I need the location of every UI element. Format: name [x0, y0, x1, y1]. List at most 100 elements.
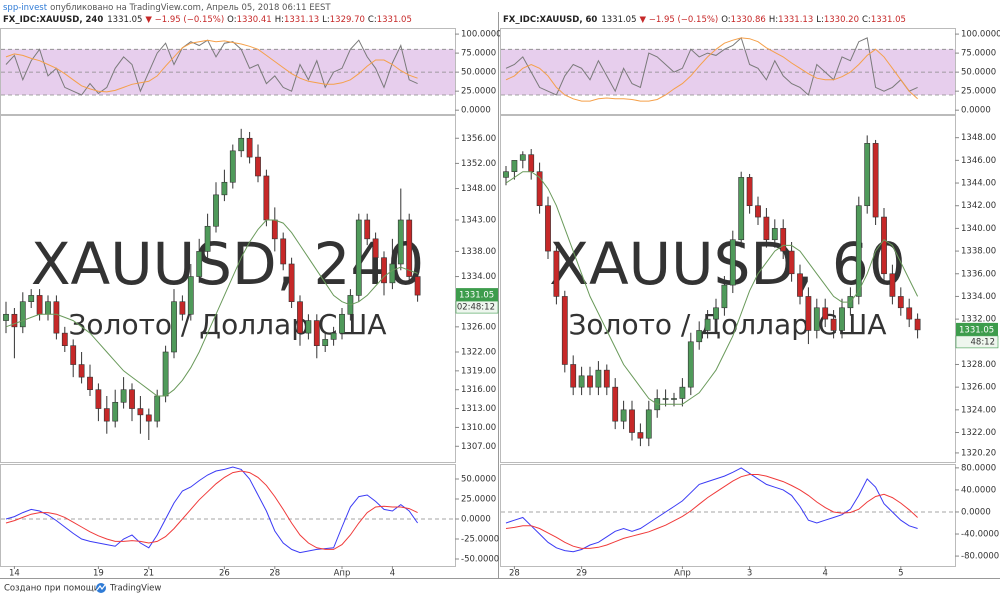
- y-tick-label: 1338.00: [961, 247, 996, 257]
- candle-body: [671, 398, 677, 400]
- candle-body: [889, 273, 896, 297]
- candle-body: [503, 171, 509, 178]
- candle-body: [95, 389, 102, 409]
- candle-body: [612, 386, 619, 422]
- quote-value: 1331.13: [284, 15, 319, 25]
- candle-body: [19, 301, 26, 328]
- quote-label: C:: [862, 15, 871, 25]
- candle-body: [322, 339, 329, 347]
- quote-value: 1330.20: [824, 15, 859, 25]
- candle-body: [729, 239, 736, 286]
- candle-body: [112, 401, 119, 422]
- candle-body: [536, 171, 543, 207]
- macd-line: [5, 470, 418, 550]
- candle-body: [570, 364, 577, 388]
- macd-line: [505, 467, 918, 553]
- candle-body: [204, 225, 211, 252]
- symbol-header: FX_IDC:XAUUSD, 240 1331.05 ▼ −1.95 (−0.15%…: [3, 15, 412, 25]
- candle-body: [687, 341, 694, 388]
- candle-body: [713, 307, 719, 320]
- candle-body: [255, 156, 261, 177]
- last-price-label: 1331.05: [959, 325, 994, 335]
- quote-value: 1331.05: [377, 15, 412, 25]
- y-tick-label: 1340.00: [961, 224, 996, 234]
- candle-body: [620, 409, 627, 422]
- y-tick-label: 25.0000: [961, 87, 996, 97]
- x-tick-label: 4: [390, 569, 395, 579]
- quote-value: 1330.41: [237, 15, 272, 25]
- candle-body: [162, 351, 169, 397]
- candle-body: [645, 409, 652, 439]
- y-tick-label: -25.0000: [461, 535, 499, 545]
- candle-body: [629, 409, 635, 433]
- quote-label: O:: [721, 15, 730, 25]
- candle-body: [511, 160, 518, 172]
- rsi-line: [505, 37, 918, 96]
- y-tick-label: 25.0000: [461, 87, 496, 97]
- y-tick-label: 75.0000: [961, 49, 996, 59]
- candle-body: [3, 313, 9, 321]
- candle-body: [755, 205, 761, 218]
- candle-body: [721, 284, 728, 309]
- candle-body: [397, 219, 404, 265]
- y-tick-label: 0.0000: [461, 515, 491, 525]
- footer-brand[interactable]: TradingView: [109, 584, 161, 594]
- candle-body: [561, 296, 568, 365]
- candle-body: [797, 273, 803, 297]
- quote-value: 1331.13: [778, 15, 813, 25]
- candle-body: [297, 301, 303, 334]
- x-tick-label: Апр: [674, 569, 691, 579]
- last-price-box: [956, 322, 998, 336]
- candle-body: [414, 276, 421, 296]
- candle-body: [221, 181, 228, 196]
- y-tick-label: 80.0000: [961, 463, 996, 473]
- author[interactable]: spp-invest: [3, 3, 48, 13]
- candle-body: [839, 307, 845, 331]
- candle-body: [78, 364, 85, 378]
- watermark-subtitle: Золото / Доллар США: [68, 308, 386, 341]
- candle-body: [330, 332, 337, 340]
- y-tick-label: 1348.00: [461, 184, 496, 194]
- candle-body: [120, 389, 127, 403]
- watermark-subtitle: Золото / Доллар США: [568, 308, 886, 341]
- rsi-line: [5, 39, 418, 96]
- candle-body: [313, 320, 320, 347]
- y-tick-label: 0.0000: [461, 106, 491, 116]
- y-tick-label: 1313.00: [461, 404, 496, 414]
- footer-text: Создано при помощи: [4, 584, 99, 594]
- rsi-line: [5, 39, 418, 93]
- x-tick-label: 4: [822, 569, 827, 579]
- y-tick-label: 1348.00: [961, 133, 996, 143]
- candle-body: [364, 219, 371, 240]
- quote-label: L:: [322, 15, 330, 25]
- candle-body: [662, 398, 669, 400]
- panel-frame: [500, 28, 956, 115]
- quote-value: 1330.86: [731, 15, 766, 25]
- y-tick-label: -50.0000: [461, 555, 499, 565]
- symbol: FX_IDC:XAUUSD, 240: [3, 15, 103, 25]
- y-tick-label: 50.0000: [961, 68, 996, 78]
- candle-body: [305, 320, 312, 334]
- candle-body: [288, 263, 295, 303]
- candle-body: [830, 318, 837, 331]
- quote-label: O:: [227, 15, 236, 25]
- candle-body: [381, 257, 387, 284]
- candle-body: [179, 301, 186, 315]
- last-price-label: 1331.05: [459, 291, 494, 301]
- candle-body: [36, 295, 43, 315]
- candle-body: [11, 313, 18, 328]
- panel-frame: [500, 115, 956, 463]
- candle-body: [679, 386, 686, 399]
- y-tick-label: 100.0000: [461, 30, 502, 40]
- y-tick-label: -80.0000: [961, 552, 999, 562]
- change-quote: ▼ −1.95 (−0.15%): [640, 15, 719, 25]
- y-tick-label: 0.0000: [961, 507, 991, 517]
- y-tick-label: 50.0000: [461, 68, 496, 78]
- change-quote: ▼ −1.95 (−0.15%): [145, 15, 224, 25]
- symbol: FX_IDC:XAUUSD, 60: [503, 15, 597, 25]
- logo-mark: [96, 584, 106, 591]
- candle-body: [746, 177, 753, 207]
- rsi-line: [505, 37, 918, 102]
- candle-body: [704, 318, 711, 331]
